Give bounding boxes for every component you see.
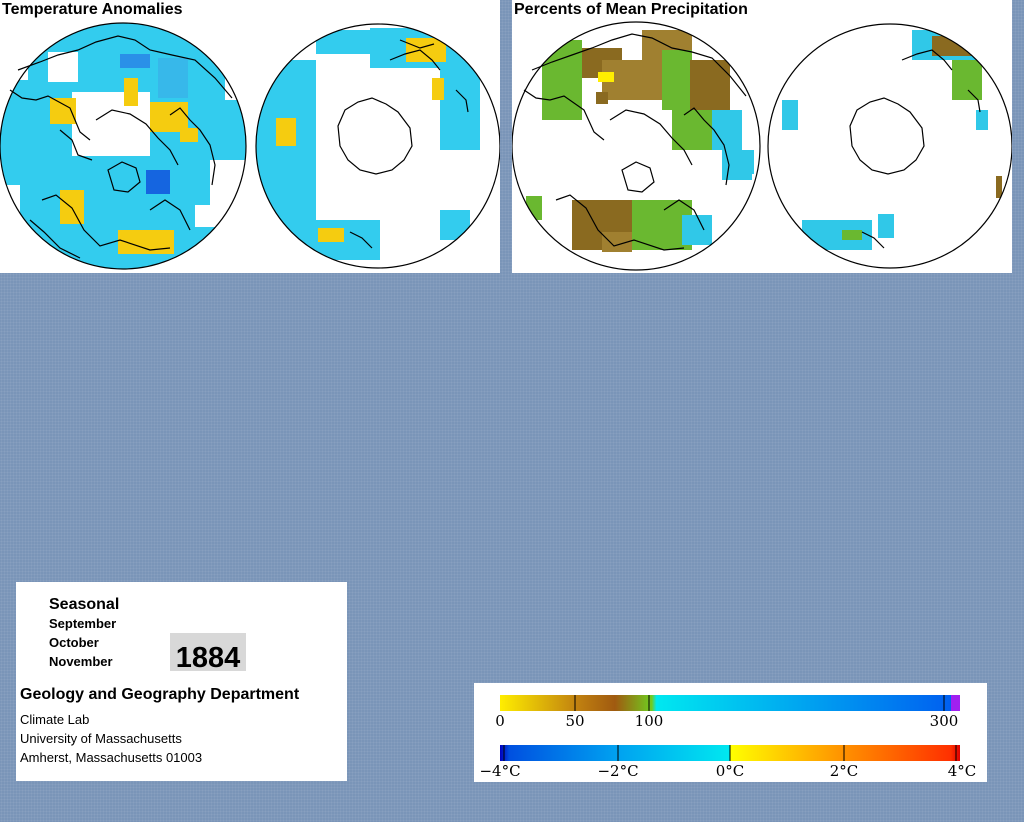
month-label: November [49,654,113,669]
precipitation-title: Percents of Mean Precipitation [512,0,750,20]
precipitation-north-globe [512,21,761,271]
precipitation-south-globe [767,23,1012,269]
university-name: University of Massachusetts [20,731,182,746]
year-display: 1884 [170,633,246,671]
temp-tick-label: 4°C [947,762,977,780]
month-label: October [49,635,99,650]
precip-tick-label: 50 [565,712,585,730]
temp-tick-label: 2°C [829,762,859,780]
info-box: Seasonal September October November 1884… [16,582,347,781]
legend-scales [500,695,960,761]
temperature-south-globe [255,23,500,269]
precip-tick-label: 0 [495,712,505,730]
temperature-north-globe [0,22,247,270]
temp-tick-label: 0°C [715,762,745,780]
season-title: Seasonal [49,596,120,613]
precipitation-globes [512,21,1012,271]
temp-tick-label: −2°C [597,762,639,780]
temperature-map-panel: Temperature Anomalies [0,0,500,273]
temp-tick-label: −4°C [479,762,521,780]
legend-box: 0 50 100 300 −4°C −2°C 0°C 2°C 4°C [474,683,987,782]
temperature-title: Temperature Anomalies [0,0,185,20]
address: Amherst, Massachusetts 01003 [20,750,203,765]
precip-tick-label: 300 [929,712,959,730]
department-name: Geology and Geography Department [20,686,300,703]
month-label: September [49,616,117,631]
precip-tick-label: 100 [634,712,664,730]
precip-color-bar [500,695,960,711]
temperature-globes [0,22,500,270]
lab-name: Climate Lab [20,712,90,727]
precipitation-map-panel: Percents of Mean Precipitation [512,0,1012,273]
